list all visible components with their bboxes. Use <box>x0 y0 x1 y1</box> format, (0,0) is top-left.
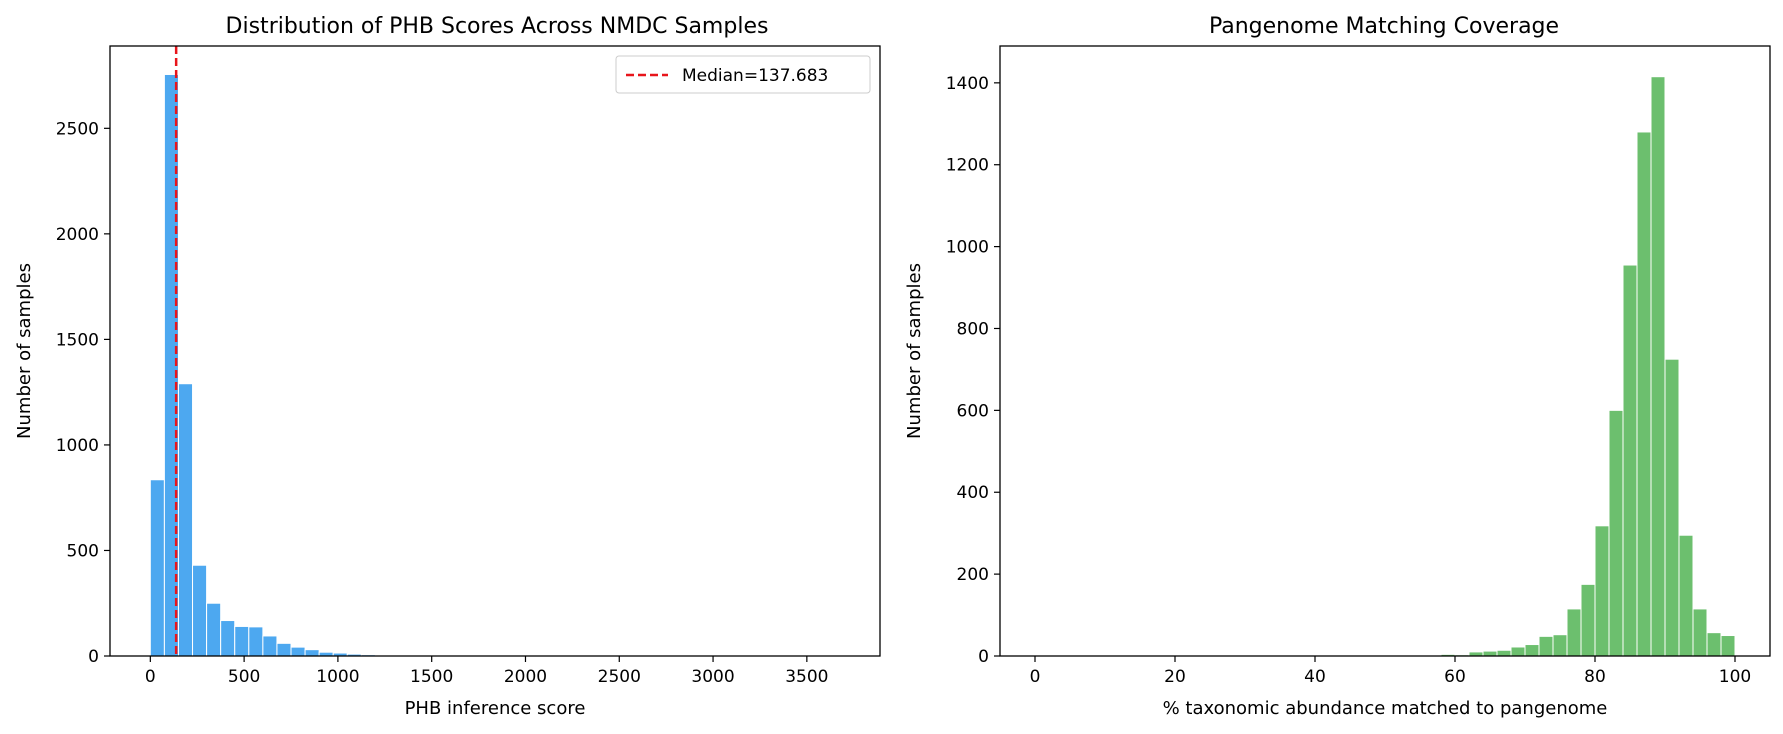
y-axis-label: Number of samples <box>14 263 35 439</box>
histogram-bar <box>1608 409 1624 657</box>
y-tick-label: 800 <box>957 319 989 339</box>
y-tick-label: 1000 <box>56 436 99 456</box>
chart-title: Pangenome Matching Coverage <box>1209 14 1559 39</box>
x-tick-label: 1500 <box>410 667 453 687</box>
histogram-bar <box>1664 358 1680 657</box>
y-tick-label: 1400 <box>946 74 989 94</box>
x-tick-label: 0 <box>145 667 156 687</box>
y-tick-label: 0 <box>978 647 989 667</box>
plot-frame <box>999 45 1771 657</box>
histogram-bar <box>1720 635 1736 657</box>
histogram-bar <box>262 635 278 657</box>
histogram-bar <box>1552 634 1568 657</box>
bars <box>1426 76 1736 657</box>
histogram-bar <box>1706 632 1722 657</box>
x-axis-label: PHB inference score <box>405 698 586 719</box>
histogram-bar <box>304 649 320 657</box>
x-tick-label: 2000 <box>504 667 547 687</box>
x-tick-label: 500 <box>228 667 260 687</box>
histogram-bar <box>1524 644 1540 657</box>
y-ticks: 0 200 400 600 800 1000 1200 1400 <box>946 74 1000 667</box>
histogram-bar <box>1538 635 1554 657</box>
x-tick-label: 40 <box>1304 667 1326 687</box>
y-tick-label: 400 <box>957 483 989 503</box>
histogram-bar <box>192 564 208 657</box>
histogram-bar <box>149 479 165 657</box>
y-tick-label: 0 <box>88 647 99 667</box>
x-tick-label: 3500 <box>785 667 828 687</box>
legend: Median=137.683 <box>615 55 871 94</box>
histogram-bar <box>1482 650 1498 657</box>
histogram-bar <box>1678 534 1694 657</box>
y-tick-label: 500 <box>67 541 99 561</box>
x-tick-label: 1000 <box>316 667 359 687</box>
x-tick-label: 80 <box>1584 667 1606 687</box>
y-tick-label: 2500 <box>56 119 99 139</box>
x-tick-label: 0 <box>1030 667 1041 687</box>
y-axis-label: Number of samples <box>904 263 925 439</box>
chart-title: Distribution of PHB Scores Across NMDC S… <box>226 14 769 39</box>
x-tick-label: 100 <box>1719 667 1751 687</box>
x-tick-label: 3000 <box>691 667 734 687</box>
y-tick-label: 1000 <box>946 238 989 258</box>
x-tick-label: 2500 <box>598 667 641 687</box>
histogram-bar <box>1566 608 1582 657</box>
y-tick-label: 200 <box>957 565 989 585</box>
histogram-bar <box>1580 583 1596 657</box>
histogram-bar <box>248 626 264 657</box>
legend-median-label: Median=137.683 <box>682 66 828 86</box>
histogram-bar <box>1636 131 1652 657</box>
y-tick-label: 2000 <box>56 225 99 245</box>
x-tick-label: 20 <box>1164 667 1186 687</box>
y-tick-label: 600 <box>957 401 989 421</box>
x-axis-label: % taxonomic abundance matched to pangeno… <box>1163 698 1608 719</box>
y-tick-label: 1500 <box>56 330 99 350</box>
histogram-bar <box>1622 264 1638 657</box>
histogram-bar <box>1510 646 1526 657</box>
x-ticks: 0 20 40 60 80 100 <box>1030 656 1751 687</box>
plot-frame <box>109 45 881 657</box>
pangenome-coverage-histogram: Pangenome Matching Coverage 0 20 40 60 80 100… <box>904 14 1771 719</box>
histogram-bar <box>220 620 236 657</box>
y-tick-label: 1200 <box>946 156 989 176</box>
histogram-bar <box>1650 76 1666 657</box>
histogram-bar <box>276 642 292 657</box>
histogram-bar <box>1594 525 1610 657</box>
histogram-bar <box>1692 608 1708 657</box>
x-tick-label: 60 <box>1444 667 1466 687</box>
legend-box <box>615 55 871 94</box>
histogram-bar <box>290 646 306 657</box>
histogram-bar <box>206 602 222 657</box>
histogram-bar <box>234 625 250 657</box>
x-ticks: 0 500 1000 1500 2000 2500 3000 3500 <box>145 656 828 687</box>
histogram-bar <box>1496 649 1512 657</box>
y-ticks: 0 500 1000 1500 2000 2500 <box>56 119 110 667</box>
histogram-bar <box>177 383 194 657</box>
phb-score-histogram: Distribution of PHB Scores Across NMDC S… <box>14 14 881 719</box>
bars <box>149 73 503 657</box>
